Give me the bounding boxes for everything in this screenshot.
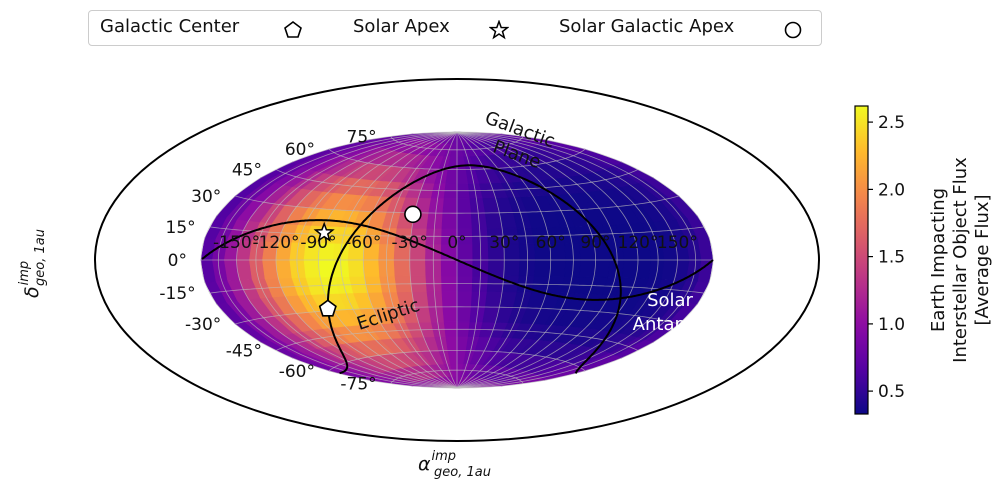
heatmap-cell [456,291,473,308]
axis-labels: αimp geo, 1au δimpgeo, 1au [17,229,491,480]
x-tick-label: 30° [489,233,519,253]
heatmap-cell [621,259,639,279]
legend: Galactic Center Solar Apex Solar Galacti… [88,10,822,46]
heatmap-cell [275,259,293,279]
heatmap-cell [441,212,458,229]
heatmap-cell [442,197,458,214]
legend-label-solar-apex: Solar Apex [353,16,450,37]
star-icon [489,20,509,40]
legend-label-galactic-center: Galactic Center [100,16,240,37]
parallel-line [209,226,705,237]
colorbar-tick-label: 2.5 [878,113,905,133]
solar-galactic-apex-marker [404,205,422,224]
heatmap-cell [549,259,567,277]
parallel-line [209,283,705,294]
parallel-line [390,369,524,384]
parallel-line [275,169,639,192]
x-tick-label: 90° [580,233,610,253]
heatmap-cell [593,259,611,278]
x-tick-label: 120° [618,233,659,253]
heatmap-cell [445,336,458,351]
colorbar-bar [854,105,869,415]
x-axis-label: αimp geo, 1au [418,449,491,480]
heatmap-cell [289,259,307,279]
heatmap-cell [445,169,458,184]
colorbar-label-line: Interstellar Object Flux [950,157,971,363]
pentagon-icon [284,21,302,38]
parallel-line [235,195,679,214]
colorbar-tick-label: 2.0 [878,180,905,200]
y-axis-label: δimpgeo, 1au [17,229,48,298]
markers [313,205,422,317]
x-tick-label: 150° [657,233,698,253]
heatmap-cell [440,259,458,277]
heatmap-cell [456,212,473,229]
heatmap-cell [578,259,596,278]
y-tick-label: 15° [166,218,196,238]
colorbar-tick-label: 0.5 [878,382,905,402]
x-tick-label: -90° [300,233,336,253]
y-tick-label: -75° [340,375,376,395]
y-tick-label: -30° [185,315,221,335]
x-tick-labels: -150°-120° -90° -60° -30° 0° 30° 60° 90° 120°150… [213,233,698,253]
x-tick-label: 0° [447,233,466,253]
heatmap-cell [456,306,472,323]
sky-boundary [94,78,820,442]
x-tick-label: -30° [392,233,428,253]
y-tick-label: 30° [191,187,221,207]
y-tick-label: 75° [347,127,377,147]
graticule-grid [200,131,714,389]
heatmap-cell [393,259,411,277]
heatmap-cell [442,306,458,323]
colorbar-tick-label: 1.5 [878,248,905,268]
heatmap-cell [347,259,365,277]
parallel-line [328,350,586,372]
solar-antapex-label-line-2: Antapex [633,314,708,335]
parallel-line [390,136,524,151]
x-tick-label: -120° [252,233,299,253]
heatmap-cell [362,259,380,277]
legend-label-solar-galactic-apex: Solar Galactic Apex [559,16,735,37]
y-tick-label: 45° [232,161,262,181]
solar-apex-marker [313,221,335,242]
colorbar: 0.5 1.0 1.5 2.0 2.5 Earth Impacting Interstell… [854,105,993,415]
circle-icon [784,21,802,39]
heatmap-cell [456,197,472,214]
solar-antapex-label-line-1: Solar [647,290,693,311]
heatmap-cell [303,259,321,278]
ecliptic-curve [201,219,714,301]
x-tick-label: 60° [536,233,566,253]
heatmap-cell [441,291,458,308]
y-tick-label: -15° [159,284,195,304]
y-tick-labels: 75° 60° 45° 30° 15° 0° -15° -30°-45° -60° -75° [159,127,376,394]
parallel-line [275,328,639,351]
x-tick-label: -60° [345,233,381,253]
galactic-plane-curve [326,164,622,375]
great-circles [201,164,714,375]
heatmap-cell [409,259,427,277]
heatmap-cell [503,259,521,277]
y-tick-label: -45° [226,342,262,362]
x-tick-label: -150° [213,233,260,253]
parallel-line [328,148,586,170]
y-tick-label: -60° [279,362,315,382]
colorbar-label-line: [Average Flux] [972,194,993,325]
y-tick-label: 0° [168,251,187,271]
y-tick-label: 60° [285,140,315,160]
heatmap-cell [534,259,552,277]
colorbar-label-line: Earth Impacting [928,188,949,332]
colorbar-tick-label: 1.0 [878,315,905,335]
galactic-center-marker [318,299,337,317]
